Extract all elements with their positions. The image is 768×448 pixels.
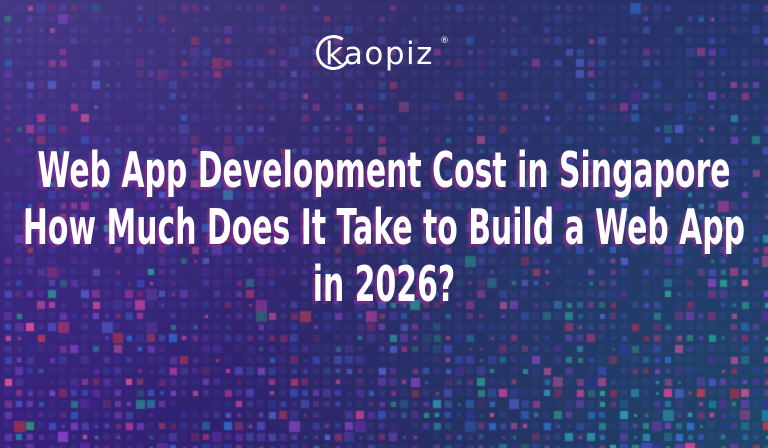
kaopiz-logo: kaopiz ®: [313, 32, 450, 77]
headline-line-2: How Much Does It Take to Build a Web App: [22, 199, 746, 256]
headline: Web App Development Cost in Singapore Ho…: [0, 142, 768, 313]
headline-line-1: Web App Development Cost in Singapore: [37, 142, 731, 199]
headline-line-3: in 2026?: [312, 256, 456, 313]
logo-wordmark: kaopiz: [324, 36, 434, 72]
registered-trademark-icon: ®: [440, 36, 450, 46]
